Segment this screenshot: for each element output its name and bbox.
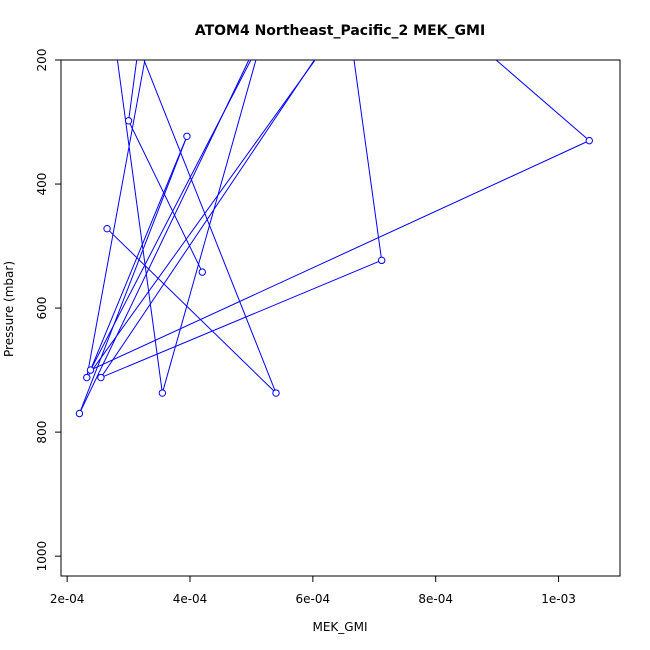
x-tick-label: 6e-04 (296, 592, 331, 606)
series-line-segment (100, 60, 315, 378)
series-line-segment (128, 120, 203, 273)
series-line-segment (353, 60, 383, 261)
data-point (86, 366, 95, 374)
y-tick-label: 400 (35, 173, 49, 196)
series-points (75, 117, 593, 418)
data-point (377, 256, 386, 265)
series-line-segment (116, 60, 163, 394)
series-line-segment (78, 60, 250, 414)
series-line-segment (106, 228, 277, 394)
series-line-segment (86, 60, 146, 378)
y-tick-label: 200 (35, 49, 49, 72)
data-point (83, 373, 91, 382)
x-tick-label: 8e-04 (418, 592, 453, 606)
x-tick-label: 2e-04 (50, 592, 85, 606)
series-line-segment (90, 140, 590, 371)
data-point (183, 132, 191, 140)
y-tick-label: 1000 (35, 541, 49, 572)
y-axis-label: Pressure (mbar) (2, 261, 16, 357)
series-line-segment (100, 259, 382, 378)
data-point (272, 389, 280, 397)
chart-title: ATOM4 Northeast_Pacific_2 MEK_GMI (195, 23, 485, 39)
series-line-segment (143, 60, 277, 394)
x-axis: 2e-04 4e-04 6e-04 8e-04 1e-03 (50, 575, 576, 606)
data-point (585, 136, 593, 145)
y-tick-label: 600 (35, 297, 49, 320)
plot-frame (60, 59, 621, 577)
data-point (97, 373, 105, 382)
data-point (158, 389, 167, 397)
y-axis: 200 400 600 800 1000 (35, 49, 62, 572)
y-tick-label: 800 (35, 421, 49, 444)
data-point (75, 409, 84, 418)
data-point (124, 117, 133, 125)
series-line-segment (495, 60, 590, 142)
data-point (103, 224, 111, 233)
series-line-segment (128, 60, 138, 121)
x-tick-label: 1e-03 (541, 592, 576, 606)
series-line-segment (90, 60, 252, 371)
series-lines (78, 60, 590, 414)
data-point (198, 268, 206, 276)
x-axis-label: MEK_GMI (313, 620, 368, 634)
x-tick-label: 4e-04 (173, 592, 208, 606)
series-line-segment (90, 136, 188, 371)
